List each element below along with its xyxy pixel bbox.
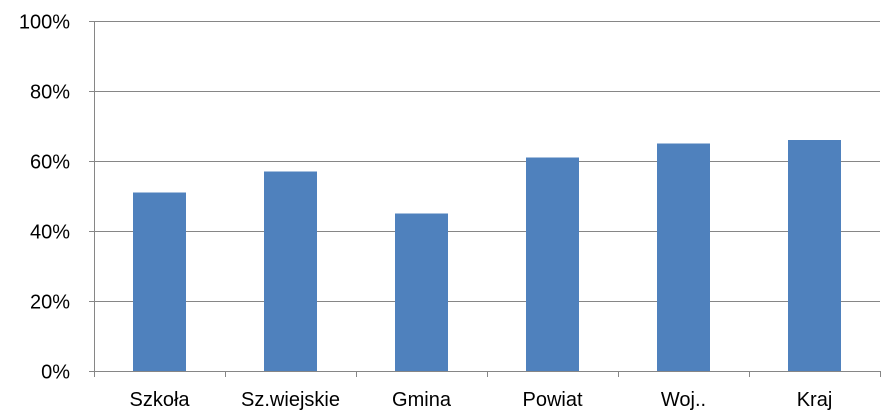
bar-szkoła <box>133 192 186 371</box>
y-tick-label: 60% <box>30 152 70 174</box>
x-category-label: Gmina <box>392 389 452 411</box>
x-category-label: Woj.. <box>661 389 706 411</box>
x-category-label: Szkoła <box>129 389 190 411</box>
bar-powiat <box>526 157 579 371</box>
bar-woj <box>657 143 710 371</box>
bar-gmina <box>395 213 448 371</box>
y-tick-label: 100% <box>19 12 70 34</box>
category-labels: Szkoła Sz.wiejskie Gmina Powiat Woj.. Kraj <box>129 389 832 411</box>
y-tick-label: 40% <box>30 222 70 244</box>
y-tick-label: 20% <box>30 292 70 314</box>
y-tick-label: 80% <box>30 82 70 104</box>
axes <box>89 21 881 377</box>
y-tick-labels: 0% 20% 40% 60% 80% 100% <box>19 12 70 384</box>
bar-sz-wiejskie <box>264 171 317 371</box>
x-category-label: Sz.wiejskie <box>241 389 340 411</box>
y-tick-label: 0% <box>41 362 70 384</box>
gridlines <box>94 21 880 302</box>
bar-kraj <box>788 140 841 371</box>
x-category-label: Kraj <box>797 389 833 411</box>
bars <box>133 140 841 371</box>
x-category-label: Powiat <box>522 389 582 411</box>
